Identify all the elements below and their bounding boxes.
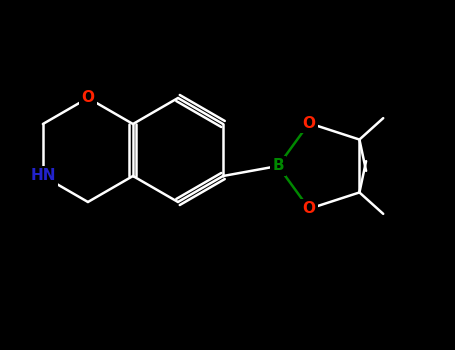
Text: B: B	[272, 159, 284, 174]
Text: HN: HN	[30, 168, 56, 183]
Text: O: O	[303, 116, 316, 131]
Text: O: O	[303, 201, 316, 216]
Text: O: O	[81, 91, 95, 105]
